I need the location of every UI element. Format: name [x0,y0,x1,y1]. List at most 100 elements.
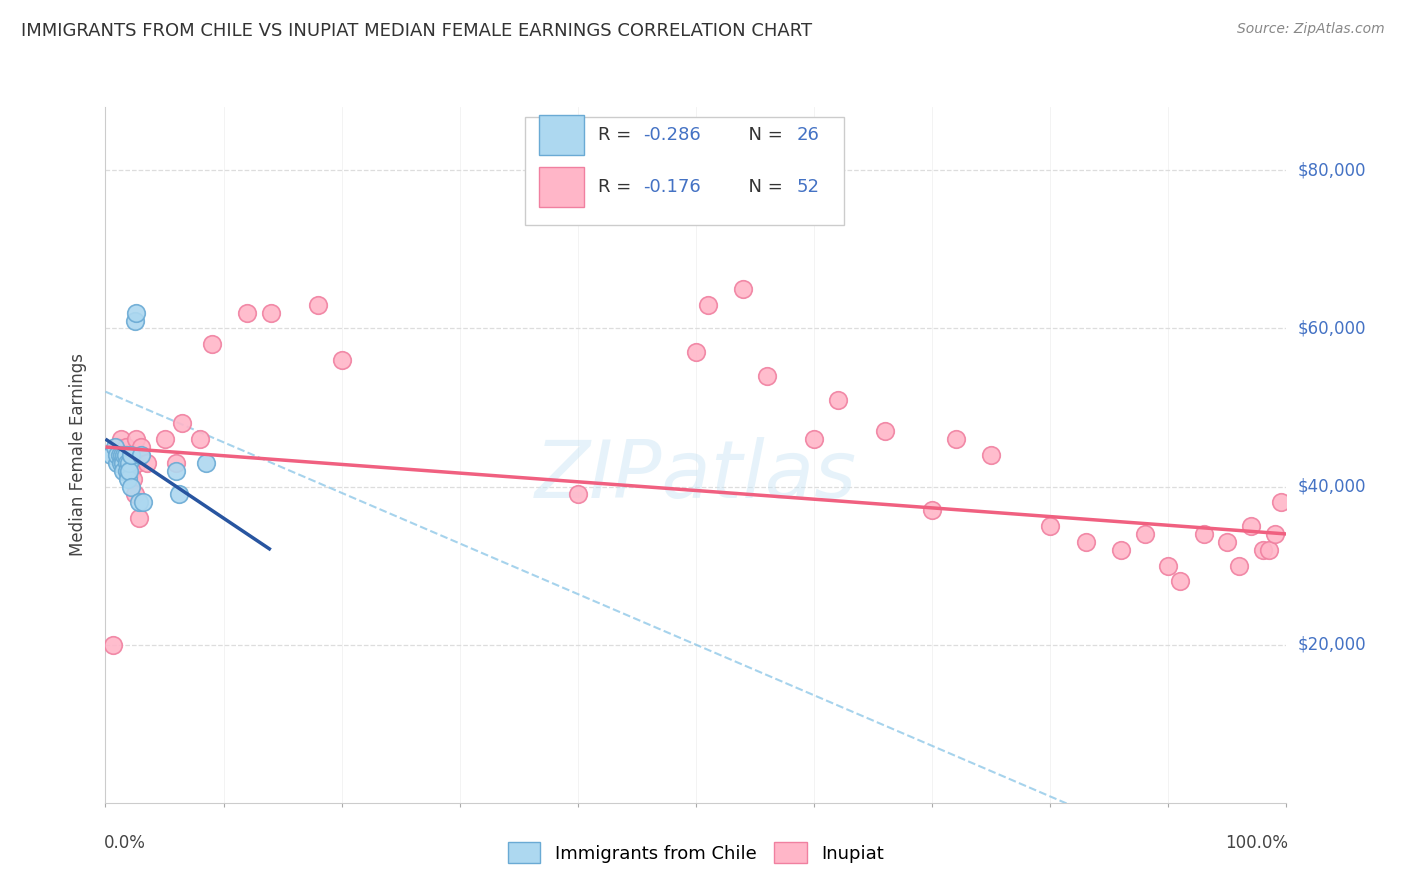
Point [111,448,134,462]
Text: Source: ZipAtlas.com: Source: ZipAtlas.com [1237,22,1385,37]
Point [1257,542,1279,557]
Point [1240,519,1263,533]
Point [115,456,138,470]
Text: 26: 26 [796,126,820,144]
Point [110,432,132,446]
Text: $60,000: $60,000 [1298,319,1367,337]
Point [1264,527,1286,541]
Point [307,298,329,312]
Point [1270,495,1292,509]
Text: N =: N = [737,178,789,196]
Point [120,464,142,478]
Text: N =: N = [737,126,789,144]
Point [873,424,896,438]
Point [733,282,755,296]
Point [1133,527,1156,541]
Point [127,456,149,470]
Bar [538,115,583,155]
Point [165,464,187,478]
Point [117,464,139,478]
Point [104,440,127,454]
Point [100,448,122,462]
Point [115,448,138,462]
Point [121,472,143,486]
Point [118,456,141,470]
Point [110,456,132,470]
Point [167,487,190,501]
Point [118,456,141,470]
Text: 0.0%: 0.0% [104,834,146,852]
Point [188,432,211,446]
Point [1216,535,1239,549]
Point [1074,535,1097,549]
Text: IMMIGRANTS FROM CHILE VS INUPIAT MEDIAN FEMALE EARNINGS CORRELATION CHART: IMMIGRANTS FROM CHILE VS INUPIAT MEDIAN … [21,22,813,40]
Point [125,432,148,446]
Point [117,472,139,486]
Point [108,448,131,462]
Point [194,456,217,470]
Point [115,464,138,478]
Point [330,353,353,368]
Point [114,448,136,462]
Point [120,479,142,493]
Point [165,456,187,470]
Text: $40,000: $40,000 [1298,477,1367,496]
Point [696,298,718,312]
Point [1251,542,1274,557]
Point [118,464,141,478]
Point [1192,527,1215,541]
Point [125,305,148,319]
Bar [538,167,583,207]
Point [112,456,135,470]
Point [101,638,124,652]
Point [172,417,194,431]
Text: $20,000: $20,000 [1298,636,1367,654]
Point [201,337,224,351]
Point [132,495,155,509]
Point [112,448,135,462]
Point [135,456,157,470]
Point [236,305,259,319]
Y-axis label: Median Female Earnings: Median Female Earnings [69,353,87,557]
Point [153,432,176,446]
Legend: Immigrants from Chile, Inupiat: Immigrants from Chile, Inupiat [501,835,891,871]
Point [260,305,283,319]
Text: R =: R = [598,126,637,144]
Point [980,448,1002,462]
Point [567,487,589,501]
Point [105,448,128,462]
Point [120,448,142,462]
Point [945,432,967,446]
Text: 100.0%: 100.0% [1225,834,1288,852]
Point [1109,542,1132,557]
Point [129,440,152,454]
Point [112,448,135,462]
Point [105,440,128,454]
Text: 52: 52 [796,178,820,196]
Point [1039,519,1062,533]
Point [124,313,146,327]
Point [827,392,849,407]
Text: R =: R = [598,178,637,196]
Point [803,432,825,446]
FancyBboxPatch shape [524,118,844,226]
Point [129,448,152,462]
Point [1157,558,1180,573]
Point [112,464,135,478]
Text: -0.176: -0.176 [643,178,700,196]
Point [755,368,778,383]
Point [1168,574,1191,589]
Point [128,495,150,509]
Point [124,487,146,501]
Point [921,503,943,517]
Point [128,511,150,525]
Text: -0.286: -0.286 [643,126,700,144]
Point [112,456,135,470]
Point [105,456,128,470]
Point [1227,558,1250,573]
Text: $80,000: $80,000 [1298,161,1367,179]
Point [685,345,707,359]
Point [114,440,136,454]
Text: ZIPatlas: ZIPatlas [534,437,858,515]
Point [108,448,131,462]
